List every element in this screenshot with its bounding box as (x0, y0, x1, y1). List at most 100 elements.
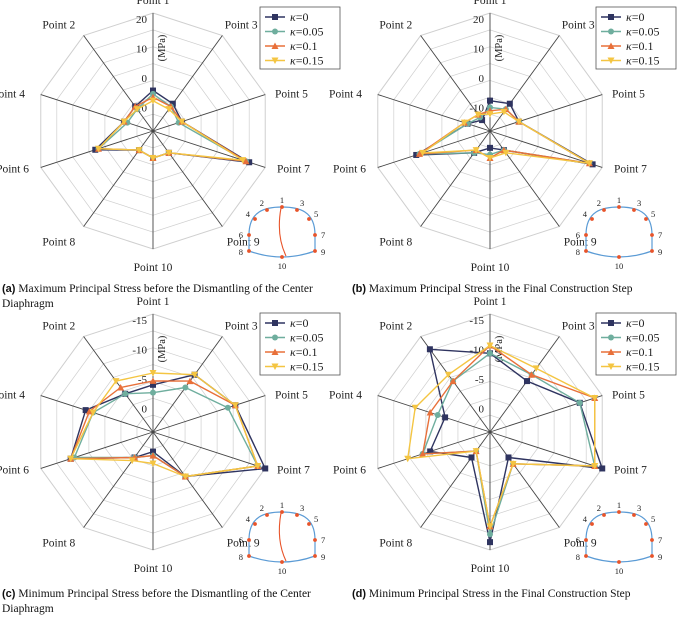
data-point (591, 394, 599, 402)
data-point (509, 460, 517, 468)
radar-chart-1: 20 10 0 -10 (MPa) Point 1 Point 3 Point 5 Point … (329, 0, 677, 274)
axis-spoke (152, 431, 266, 469)
data-point (117, 383, 125, 391)
legend-label: κ=0.15 (290, 360, 324, 374)
legend-label: κ=0.1 (626, 39, 654, 53)
data-point (182, 384, 189, 391)
data-point (599, 465, 606, 472)
category-label: Point 2 (379, 19, 412, 31)
schematic-point-label: 9 (321, 552, 325, 562)
legend-label: κ=0 (290, 316, 309, 330)
schematic-point-label: 7 (321, 230, 325, 240)
unit-label: (MPa) (157, 34, 168, 61)
schematic-point (644, 522, 648, 526)
axis-spoke (83, 130, 154, 227)
legend-marker (608, 28, 614, 35)
schematic-point-label: 8 (576, 552, 580, 562)
category-label: Point 3 (562, 19, 595, 31)
schematic-point (253, 522, 257, 526)
caption-c-text: Minimum Principal Stress before the Dism… (2, 588, 311, 615)
data-point (181, 473, 189, 481)
data-point (505, 454, 512, 461)
data-point (487, 539, 493, 546)
radial-tick-label: -15 (469, 315, 484, 327)
caption-d-label: (d) (352, 588, 367, 600)
category-label: Point 9 (227, 237, 260, 249)
schematic-point (280, 255, 284, 259)
data-point (133, 106, 141, 113)
schematic-point-label: 3 (300, 503, 304, 513)
data-point (165, 106, 173, 113)
schematic-point (584, 249, 588, 253)
data-point (426, 409, 434, 416)
schematic-point (617, 255, 621, 259)
caption-b-label: (b) (352, 283, 367, 295)
radial-tick-label: 20 (136, 14, 148, 26)
radial-tick-label: 0 (479, 404, 485, 416)
axis-spoke (40, 431, 154, 469)
data-point (415, 150, 423, 157)
radar-chart-2: -15 -10 -5 0 (MPa) Point 1 Point 3 Point 5 Point… (0, 296, 341, 576)
legend-marker (272, 28, 278, 35)
unit-label: (MPa) (157, 335, 168, 362)
radial-tick-label: 0 (142, 73, 148, 85)
schematic-point (295, 208, 299, 212)
axis-spoke (420, 130, 491, 227)
schematic-point-label: 2 (597, 198, 601, 208)
category-label: Point 10 (471, 563, 510, 575)
schematic-point-label: 5 (314, 209, 318, 219)
radial-tick-label: -5 (475, 374, 485, 386)
axis-spoke (152, 94, 266, 132)
schematic-point-label: 7 (321, 535, 325, 545)
legend-label: κ=0.1 (290, 39, 318, 53)
legend-marker (608, 334, 614, 341)
caption-d-text: Minimum Principal Stress in the Final Co… (368, 588, 631, 600)
schematic-point (590, 522, 594, 526)
data-point (149, 370, 157, 377)
data-point (242, 157, 250, 165)
schematic-point (617, 205, 621, 209)
data-point (135, 147, 143, 154)
schematic-point (632, 208, 636, 212)
axis-spoke (489, 35, 560, 132)
schematic-point (602, 208, 606, 212)
schematic-point-label: 10 (278, 566, 287, 576)
schematic-point (650, 554, 654, 558)
schematic-point-label: 6 (239, 535, 243, 545)
radial-tick-label: -5 (138, 374, 148, 386)
axis-spoke (489, 395, 603, 433)
legend-label: κ=0 (626, 10, 645, 24)
schematic-point (265, 513, 269, 517)
data-point (434, 411, 441, 418)
category-label: Point 3 (225, 320, 258, 332)
caption-a-text: Maximum Principal Stress before the Dism… (2, 283, 313, 310)
data-point (426, 346, 433, 353)
data-point (589, 161, 596, 168)
axis-spoke (489, 431, 603, 469)
tunnel-outline (585, 206, 653, 258)
legend-marker (272, 14, 278, 20)
axis-spoke (377, 130, 491, 168)
unit-label: (MPa) (494, 335, 505, 362)
schematic-point (280, 510, 284, 514)
data-point (120, 118, 128, 126)
data-point (419, 149, 427, 157)
legend-marker (271, 57, 279, 64)
axis-spoke (152, 35, 223, 132)
schematic-point-label: 2 (260, 503, 264, 513)
data-point (165, 149, 173, 157)
data-point (468, 454, 475, 461)
caption-c-label: (c) (2, 588, 16, 600)
schematic-point (247, 554, 251, 558)
data-point (515, 118, 523, 126)
axis-spoke (152, 336, 223, 433)
axis-spoke (420, 431, 491, 528)
data-point (472, 147, 480, 154)
schematic-point-label: 1 (280, 195, 284, 205)
schematic-point-label: 7 (658, 535, 662, 545)
legend-label: κ=0.1 (626, 345, 654, 359)
data-point (474, 111, 482, 119)
schematic-point-label: 3 (300, 198, 304, 208)
radial-tick-label: 0 (479, 73, 485, 85)
